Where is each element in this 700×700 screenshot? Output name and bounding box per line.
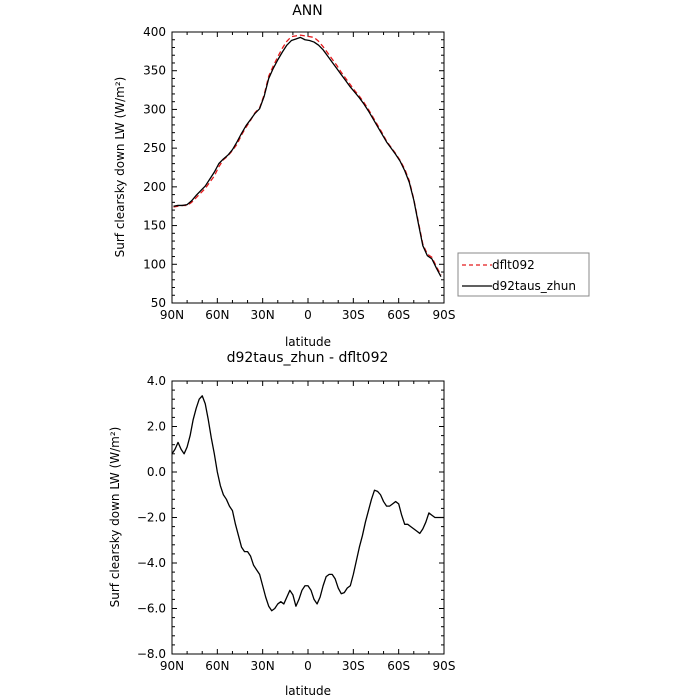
y-tick-label: 400 — [143, 25, 166, 39]
x-tick-label: 90S — [433, 659, 456, 673]
y-tick-label: 100 — [143, 257, 166, 271]
series-lines — [173, 34, 442, 277]
y-tick-label: 4.0 — [147, 374, 166, 388]
x-tick-label: 30N — [251, 659, 275, 673]
x-tick-label: 60N — [205, 308, 229, 322]
x-tick-label: 60N — [205, 659, 229, 673]
chart-title: d92taus_zhun - dflt092 — [227, 350, 389, 366]
legend-label-d92taus-zhun: d92taus_zhun — [492, 279, 576, 293]
y-tick-label: −2.0 — [137, 511, 166, 525]
panel-annual-mean: ANN 90N 60N 30N 0 30S 60S 90S 50 100 150 200 250 300… — [113, 3, 590, 349]
x-tick-label: 0 — [304, 659, 312, 673]
y-tick-label: 2.0 — [147, 420, 166, 434]
chart-title: ANN — [292, 3, 323, 19]
series-line-d92taus-zhun — [173, 36, 442, 277]
y-tick-label: 300 — [143, 102, 166, 116]
x-axis-label: latitude — [285, 335, 331, 349]
series-line-dflt092 — [173, 34, 442, 276]
x-tick-label: 30N — [251, 308, 275, 322]
y-tick-label: −8.0 — [137, 647, 166, 661]
series-lines — [171, 395, 444, 612]
x-tick-label: 30S — [342, 659, 365, 673]
plot-frame — [171, 380, 445, 655]
axes-ticks: 90N 60N 30N 0 30S 60S 90S 50 100 150 200 250 300 350 4… — [143, 25, 455, 322]
x-tick-label: 30S — [342, 308, 365, 322]
legend: dflt092 d92taus_zhun — [457, 252, 590, 297]
x-axis-label: latitude — [285, 684, 331, 698]
x-tick-label: 90N — [160, 308, 184, 322]
y-tick-label: −4.0 — [137, 556, 166, 570]
x-tick-label: 90S — [433, 308, 456, 322]
y-tick-label: 200 — [143, 180, 166, 194]
legend-box — [457, 252, 590, 297]
axes-ticks: 90N 60N 30N 0 30S 60S 90S −8.0 −6.0 −4.0 −2.0 0.0 2.… — [137, 374, 456, 673]
y-tick-label: −6.0 — [137, 602, 166, 616]
panel-difference: d92taus_zhun - dflt092 90N 60N 30N 0 30S 60S 9… — [108, 350, 455, 698]
legend-label-dflt092: dflt092 — [492, 258, 535, 272]
x-tick-label: 60S — [387, 659, 410, 673]
x-tick-label: 90N — [160, 659, 184, 673]
y-tick-label: 250 — [143, 141, 166, 155]
y-axis-label: Surf clearsky down LW (W/m²) — [113, 77, 127, 258]
series-line-difference — [171, 395, 444, 612]
y-tick-label: 350 — [143, 64, 166, 78]
y-axis-label: Surf clearsky down LW (W/m²) — [108, 427, 122, 608]
x-tick-label: 0 — [304, 308, 312, 322]
y-tick-label: 50 — [151, 296, 166, 310]
y-tick-label: 150 — [143, 219, 166, 233]
x-tick-label: 60S — [387, 308, 410, 322]
y-tick-label: 0.0 — [147, 465, 166, 479]
